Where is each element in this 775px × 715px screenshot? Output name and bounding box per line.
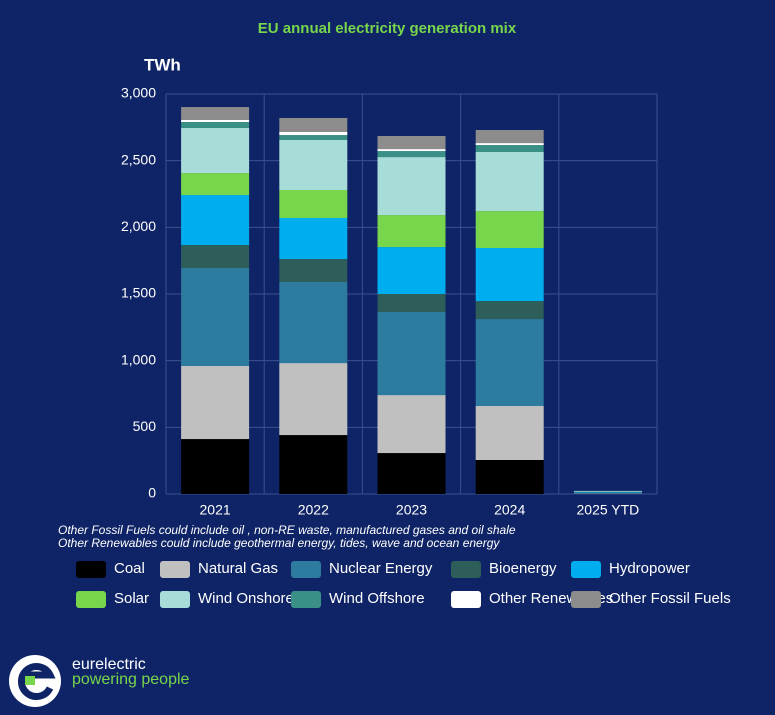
bar-segment [377,151,446,158]
bar-segment [181,366,250,440]
bar-segment [377,157,446,216]
bar-segment [181,245,250,268]
bar-segment [377,395,446,454]
bar-segment [181,268,250,366]
bar-segment [181,195,250,246]
bar-segment [279,132,348,136]
y-tick-label: 1,500 [121,285,156,301]
bar-segment [181,120,250,122]
bar-segment [279,140,348,190]
bar-segment [377,247,446,294]
bar-segment [181,107,250,120]
bar-segment [181,128,250,174]
legend-label: Nuclear Energy [329,560,433,577]
legend-swatch [160,591,190,608]
y-tick-label: 2,500 [121,151,156,167]
bar-segment [475,152,544,212]
bar-segment [475,319,544,406]
legend-label: Wind Onshore [198,590,294,607]
x-tick-label: 2021 [200,502,231,518]
bar-segment [279,282,348,364]
logo-tagline: powering people [72,671,190,688]
bar-segment [475,130,544,144]
legend-label: Coal [114,560,145,577]
bar-segment [475,211,544,248]
legend-label: Solar [114,590,149,607]
legend-swatch [451,591,481,608]
note: Other Fossil Fuels could include oil , n… [58,523,516,537]
y-tick-label: 2,000 [121,218,156,234]
legend-label: Natural Gas [198,560,278,577]
legend-label: Other Fossil Fuels [609,590,731,607]
bar-segment [377,312,446,396]
legend-swatch [571,561,601,578]
bar-segment [181,439,250,494]
bar-segment [181,122,250,128]
y-tick-label: 0 [148,485,156,501]
legend-swatch [571,591,601,608]
bar-segment [475,301,544,320]
legend-label: Wind Offshore [329,590,425,607]
legend-swatch [291,591,321,608]
bar-segment [377,294,446,312]
legend-swatch [451,561,481,578]
legend-swatch [291,561,321,578]
logo-e [18,663,56,700]
y-tick-label: 500 [133,418,157,434]
bar-segment [279,190,348,218]
bar-segment [279,259,348,282]
logo: eurelectric powering people [9,655,190,707]
bar-segment [573,491,642,492]
x-tick-label: 2022 [298,502,329,518]
x-tick-label: 2025 YTD [577,502,640,518]
bar-segment [279,135,348,140]
logo-accent [25,676,35,685]
bar-segment [279,363,348,436]
bar-segment [181,173,250,196]
bar-segment [573,492,642,494]
bar-segment [377,215,446,248]
legend-swatch [76,591,106,608]
bar-segment [377,149,446,152]
bar-segment [475,145,544,152]
bar-segment [475,406,544,460]
legend-label: Bioenergy [489,560,557,577]
legend-label: Hydropower [609,560,690,577]
bar-segment [475,143,544,146]
note: Other Renewables could include geotherma… [58,536,500,550]
x-tick-label: 2024 [494,502,525,518]
logo-name: eurelectric [72,656,146,673]
y-tick-label: 3,000 [121,85,156,101]
x-tick-label: 2023 [396,502,427,518]
legend-swatch [160,561,190,578]
y-tick-label: 1,000 [121,351,156,367]
legend-swatch [76,561,106,578]
bar-segment [475,460,544,494]
bar-segment [377,453,446,494]
chart-title: EU annual electricity generation mix [258,20,517,37]
bar-segment [279,435,348,494]
bar-segment [377,136,446,150]
bar-segment [475,248,544,302]
y-axis-label: TWh [144,55,181,74]
bar-segment [279,118,348,132]
bar-segment [279,218,348,260]
